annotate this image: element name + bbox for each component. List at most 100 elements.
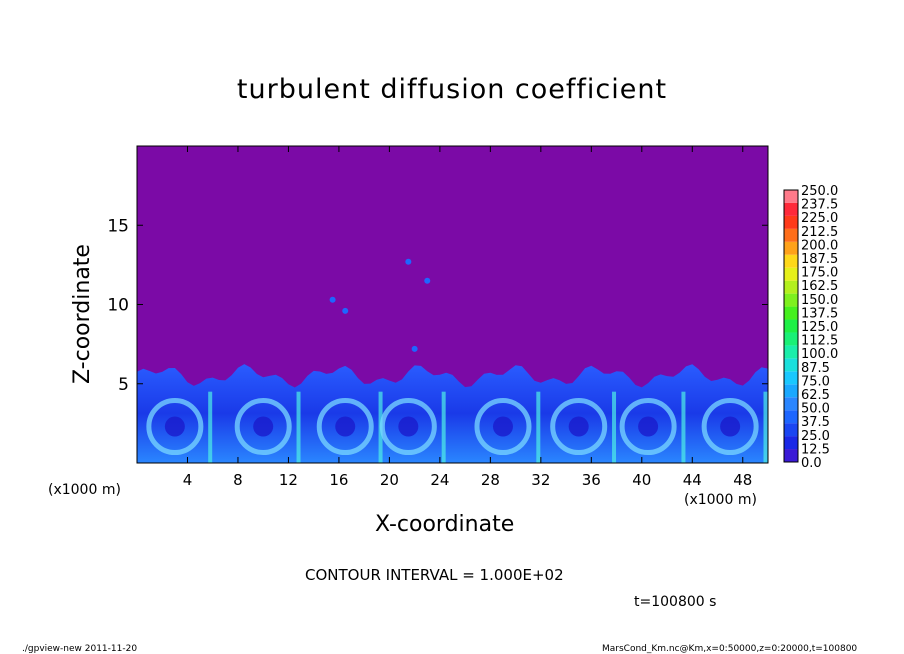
- eddy-core: [398, 416, 419, 437]
- eddy-core: [253, 416, 274, 437]
- colorbar-swatch: [784, 190, 798, 203]
- colorbar-label: 87.5: [801, 361, 830, 376]
- x-tick-label: 36: [582, 471, 601, 489]
- turbulent-patch: [405, 258, 412, 265]
- updraft-plume: [763, 391, 768, 463]
- updraft-plume: [536, 391, 541, 463]
- colorbar-label: 200.0: [801, 238, 838, 253]
- convective-eddy: [146, 398, 204, 456]
- colorbar-swatch: [784, 202, 798, 216]
- colorbar-label: 50.0: [801, 402, 830, 417]
- x-tick-label: 40: [632, 471, 651, 489]
- x-tick-label: 20: [380, 471, 399, 489]
- turbulent-patch: [329, 296, 336, 303]
- colorbar-label: 12.5: [801, 442, 830, 457]
- colorbar-swatch: [784, 397, 798, 411]
- colorbar: 0.012.525.037.550.062.575.087.5100.0112.…: [783, 184, 838, 471]
- contour-interval-note: CONTOUR INTERVAL = 1.000E+02: [305, 566, 564, 584]
- eddy-core: [720, 416, 741, 437]
- turbulence-field: [137, 258, 768, 463]
- colorbar-swatch: [784, 241, 798, 255]
- eddy-core: [335, 416, 356, 437]
- convective-eddy: [550, 398, 608, 456]
- colorbar-label: 250.0: [801, 184, 838, 199]
- y-axis-unit: (x1000 m): [48, 482, 121, 498]
- colorbar-label: 162.5: [801, 279, 838, 294]
- turbulent-patch: [342, 307, 349, 314]
- colorbar-label: 237.5: [801, 198, 838, 213]
- colorbar-swatch: [784, 449, 798, 462]
- x-axis-label: X-coordinate: [375, 512, 515, 537]
- colorbar-swatch: [784, 345, 798, 359]
- colorbar-frame: [783, 189, 799, 463]
- colorbar-swatch: [784, 280, 798, 294]
- time-label: t=100800 s: [634, 594, 717, 610]
- updraft-plume: [612, 391, 617, 463]
- colorbar-swatch: [784, 293, 798, 307]
- y-axis-ticks: 5 10 15: [107, 216, 768, 395]
- eddy-core: [492, 416, 513, 437]
- eddy-core: [568, 416, 589, 437]
- colorbar-label: 212.5: [801, 225, 838, 240]
- updraft-plume: [681, 391, 686, 463]
- eddy-core: [164, 416, 185, 437]
- colorbar-swatch: [784, 358, 798, 372]
- convective-eddy: [234, 398, 292, 456]
- colorbar-label: 75.0: [801, 374, 830, 389]
- turbulent-patch: [411, 345, 418, 352]
- x-tick-label: 4: [183, 471, 193, 489]
- colorbar-swatch: [784, 436, 798, 450]
- y-tick-label: 15: [107, 216, 129, 236]
- colorbar-swatch: [784, 267, 798, 281]
- y-tick-label: 5: [118, 375, 129, 395]
- colorbar-swatch: [784, 306, 798, 320]
- colorbar-label: 25.0: [801, 429, 830, 444]
- x-tick-label: 16: [329, 471, 348, 489]
- chart-title: turbulent diffusion coefficient: [236, 74, 668, 105]
- colorbar-label: 150.0: [801, 293, 838, 308]
- updraft-plume: [296, 391, 301, 463]
- x-tick-label: 28: [481, 471, 500, 489]
- colorbar-swatch: [784, 410, 798, 424]
- x-tick-label: 24: [430, 471, 449, 489]
- colorbar-label: 62.5: [801, 388, 830, 403]
- colorbar-swatch: [784, 384, 798, 398]
- x-tick-label: 8: [233, 471, 243, 489]
- colorbar-label: 175.0: [801, 266, 838, 281]
- x-axis-unit: (x1000 m): [684, 492, 757, 508]
- footer-left: ./gpview-new 2011-11-20: [22, 644, 138, 654]
- colorbar-swatch: [784, 423, 798, 437]
- updraft-plume: [208, 391, 213, 463]
- y-tick-label: 10: [107, 296, 129, 316]
- x-axis-ticks: 4 8 12 16 20 24 28 32 36 40 44 48: [183, 146, 752, 489]
- colorbar-label: 137.5: [801, 306, 838, 321]
- x-tick-label: 12: [279, 471, 298, 489]
- x-tick-label: 32: [531, 471, 550, 489]
- colorbar-label: 225.0: [801, 211, 838, 226]
- x-tick-label: 44: [683, 471, 702, 489]
- x-tick-label: 48: [733, 471, 752, 489]
- eddy-core: [638, 416, 659, 437]
- colorbar-swatch: [784, 254, 798, 268]
- turbulent-patch: [424, 277, 431, 284]
- colorbar-label: 37.5: [801, 415, 830, 430]
- convective-eddy: [474, 398, 532, 456]
- colorbar-label: 112.5: [801, 334, 838, 349]
- convective-eddy: [701, 398, 759, 456]
- colorbar-swatch: [784, 332, 798, 346]
- colorbar-swatch: [784, 371, 798, 385]
- colorbar-label: 187.5: [801, 252, 838, 267]
- updraft-plume: [441, 391, 446, 463]
- convective-eddy: [619, 398, 677, 456]
- footer-right: MarsCond_Km.nc@Km,x=0:50000,z=0:20000,t=…: [602, 644, 858, 654]
- colorbar-swatch: [784, 228, 798, 242]
- boundary-layer-region: [137, 364, 768, 463]
- colorbar-label: 0.0: [801, 456, 822, 471]
- colorbar-label: 125.0: [801, 320, 838, 335]
- convective-eddy: [316, 398, 374, 456]
- convective-eddy: [379, 398, 437, 456]
- colorbar-label: 100.0: [801, 347, 838, 362]
- colorbar-swatch: [784, 215, 798, 229]
- colorbar-swatch: [784, 319, 798, 333]
